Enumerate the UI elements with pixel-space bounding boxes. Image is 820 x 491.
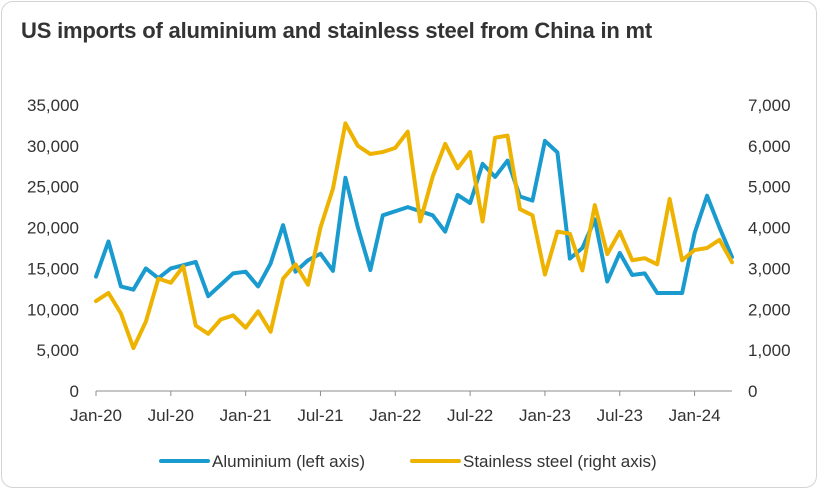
x-tick-label: Jan-22 xyxy=(369,406,421,425)
y-left-tick-label: 25,000 xyxy=(27,178,79,197)
legend-label: Aluminium (left axis) xyxy=(212,452,365,471)
y-left-tick-label: 10,000 xyxy=(27,300,79,319)
y-right-tick-label: 5,000 xyxy=(748,178,791,197)
legend-item-stainless-steel: Stainless steel (right axis) xyxy=(410,452,657,471)
y-right-tick-label: 2,000 xyxy=(748,300,791,319)
series-lines xyxy=(94,121,734,351)
x-tick-label: Jan-24 xyxy=(669,406,721,425)
chart-title: US imports of aluminium and stainless st… xyxy=(21,18,652,43)
x-tick-label: Jul-20 xyxy=(148,406,194,425)
x-tick-label: Jan-21 xyxy=(220,406,272,425)
axes: 35,000 30,000 25,000 20,000 15,000 10,000 5,00… xyxy=(27,96,791,425)
legend: Aluminium (left axis) Stainless steel (ri… xyxy=(159,452,657,471)
legend-item-aluminium: Aluminium (left axis) xyxy=(159,452,365,471)
y-left-tick-label: 0 xyxy=(70,382,79,401)
y-right-tick-label: 1,000 xyxy=(748,341,791,360)
x-tick-label: Jul-22 xyxy=(447,406,493,425)
aluminium-series-line xyxy=(94,138,734,299)
y-left-tick-label: 5,000 xyxy=(36,341,79,360)
y-right-tick-label: 4,000 xyxy=(748,219,791,238)
y-right-tick-label: 3,000 xyxy=(748,259,791,278)
stainless-steel-points xyxy=(94,121,734,350)
y-left-tick-label: 30,000 xyxy=(27,137,79,156)
x-tick-label: Jan-20 xyxy=(70,406,122,425)
y-left-tick-label: 15,000 xyxy=(27,259,79,278)
legend-label: Stainless steel (right axis) xyxy=(463,452,657,471)
stainless-steel-series-line xyxy=(94,121,734,351)
y-right-tick-label: 0 xyxy=(748,382,757,401)
y-left-tick-label: 20,000 xyxy=(27,219,79,238)
x-tick-label: Jul-23 xyxy=(597,406,643,425)
y-right-tick-label: 6,000 xyxy=(748,137,791,156)
x-tick-label: Jul-21 xyxy=(297,406,343,425)
y-left-tick-label: 35,000 xyxy=(27,96,79,115)
x-tick-label: Jan-23 xyxy=(519,406,571,425)
y-right-tick-label: 7,000 xyxy=(748,96,791,115)
